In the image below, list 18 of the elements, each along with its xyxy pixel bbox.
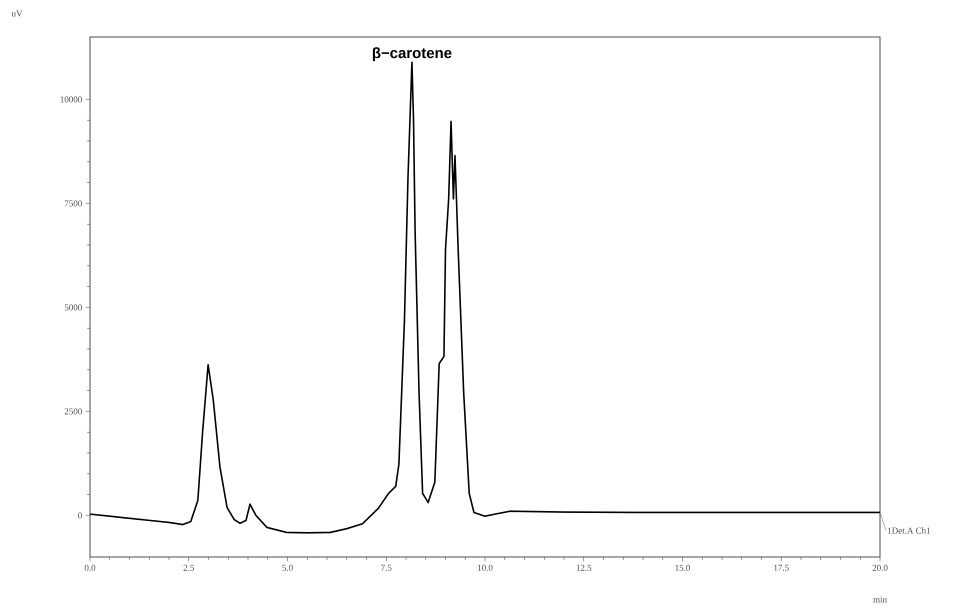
x-tick-label: 2.5	[184, 564, 194, 571]
x-tick-label: 7.5	[381, 564, 392, 571]
x-tick-label: 0.0	[84, 564, 96, 571]
x-tick-label: 12.5	[576, 564, 592, 571]
x-tick-label: 15.0	[675, 564, 690, 571]
y-tick-label: 2500	[64, 408, 82, 414]
y-tick-label: 0	[78, 512, 82, 518]
y-tick-label: 10000	[60, 96, 82, 102]
y-axis-title: uV	[12, 10, 22, 17]
annotation: β−carotene	[372, 47, 452, 62]
x-axis-title: min	[873, 596, 887, 602]
y-tick-label: 5000	[64, 304, 82, 310]
y-tick-label: 7500	[64, 200, 82, 206]
x-tick-label: 17.5	[774, 564, 789, 571]
x-tick-label: 5.0	[282, 564, 293, 571]
x-tick-label: 10.0	[478, 564, 493, 571]
x-tick-label: 20.0	[872, 564, 888, 571]
series-label: 1Det.A Ch1	[888, 527, 930, 534]
